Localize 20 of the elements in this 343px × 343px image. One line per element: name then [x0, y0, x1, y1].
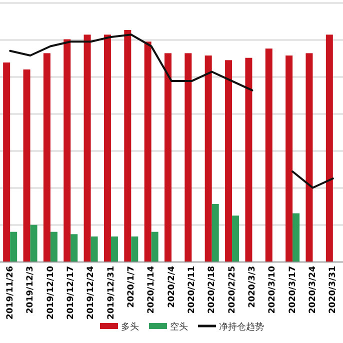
legend-label: 空头	[170, 322, 188, 332]
x-tick-label: 2020/2/25	[227, 266, 238, 314]
x-tick-label: 2020/2/4	[166, 266, 177, 308]
x-tick-label: 2019/12/17	[66, 266, 76, 320]
x-tick-label: 2019/12/10	[46, 266, 56, 320]
x-tick-label: 2020/2/11	[187, 266, 198, 314]
x-tick-label: 2020/1/7	[126, 266, 136, 308]
x-tick-label: 2020/3/3	[248, 266, 258, 308]
x-tick-label: 2019/12/31	[106, 266, 116, 320]
legend-label: 净持仓趋势	[219, 322, 264, 332]
x-tick-label: 2019/12/3	[26, 266, 36, 314]
x-tick-label: 2020/3/31	[328, 266, 338, 314]
x-tick-label: 2019/12/24	[86, 266, 96, 320]
x-tick-label: 2020/3/17	[288, 266, 298, 314]
legend-label: 多头	[121, 322, 139, 332]
x-tick-label: 2020/2/18	[207, 266, 218, 314]
x-tick-label: 2020/3/10	[268, 266, 278, 314]
x-tick-label: 2020/1/14	[146, 266, 157, 314]
x-tick-label: 2019/11/26	[5, 266, 16, 320]
x-tick-label: 2020/3/24	[308, 266, 318, 314]
